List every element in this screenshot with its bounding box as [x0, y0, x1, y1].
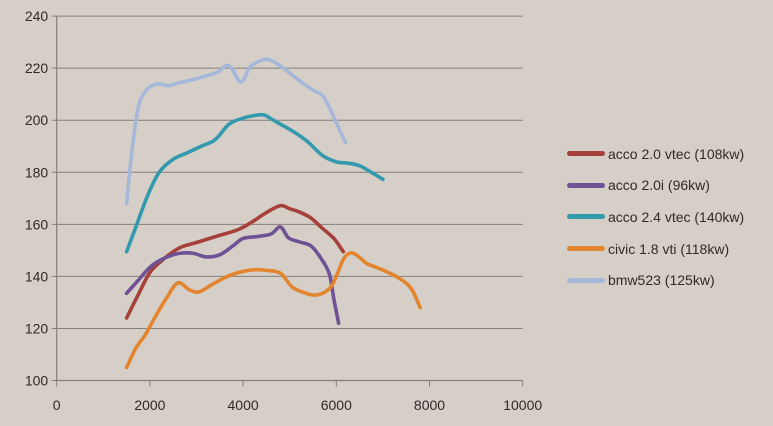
- x-axis-tick-label: 8000: [414, 397, 445, 413]
- legend-line-swatch-acco-24-vtec: [567, 214, 605, 220]
- legend-label-civic-18-vti: civic 1.8 vti (118kw): [608, 240, 730, 257]
- x-axis-tick-label: 6000: [321, 397, 352, 413]
- legend-line-swatch-bmw523: [567, 277, 605, 283]
- series-line-acco-20i[interactable]: [124, 225, 341, 325]
- legend-label-acco-24-vtec: acco 2.4 vtec (140kw): [608, 208, 745, 225]
- series-line-bmw523[interactable]: [124, 57, 348, 206]
- legend-item-acco-20i[interactable]: acco 2.0i (96kw): [567, 170, 744, 202]
- y-axis-tick-label: 120: [25, 320, 49, 336]
- x-axis-tick-label: 10000: [503, 397, 542, 413]
- legend-item-bmw523[interactable]: bmw523 (125kw): [567, 264, 744, 296]
- legend-item-civic-18-vti[interactable]: civic 1.8 vti (118kw): [567, 233, 744, 265]
- y-axis-tick-label: 220: [25, 60, 49, 76]
- legend-item-acco-20-vtec[interactable]: acco 2.0 vtec (108kw): [567, 138, 744, 170]
- legend-line-swatch-civic-18-vti: [567, 246, 605, 252]
- legend-line-swatch-acco-20i: [567, 182, 605, 188]
- legend-item-acco-24-vtec[interactable]: acco 2.4 vtec (140kw): [567, 201, 744, 233]
- legend-label-acco-20i: acco 2.0i (96kw): [608, 177, 710, 194]
- y-axis-tick-label: 160: [25, 216, 49, 232]
- y-axis-tick-label: 140: [25, 268, 49, 284]
- y-axis-tick-label: 180: [25, 164, 49, 180]
- x-axis-tick-label: 2000: [134, 397, 165, 413]
- x-axis-tick-label: 0: [53, 397, 61, 413]
- x-axis-tick-label: 4000: [228, 397, 259, 413]
- series-line-civic-18-vti[interactable]: [124, 251, 422, 370]
- legend-label-acco-20-vtec: acco 2.0 vtec (108kw): [608, 145, 745, 162]
- chart-legend: acco 2.0 vtec (108kw) acco 2.0i (96kw) acc…: [567, 138, 744, 296]
- y-axis-tick-label: 200: [25, 112, 49, 128]
- legend-label-bmw523: bmw523 (125kw): [608, 272, 715, 289]
- y-axis-tick-label: 100: [25, 373, 49, 389]
- series-line-acco-24-vtec[interactable]: [124, 112, 385, 254]
- legend-line-swatch-acco-20-vtec: [567, 151, 605, 157]
- y-axis-tick-label: 240: [25, 8, 49, 24]
